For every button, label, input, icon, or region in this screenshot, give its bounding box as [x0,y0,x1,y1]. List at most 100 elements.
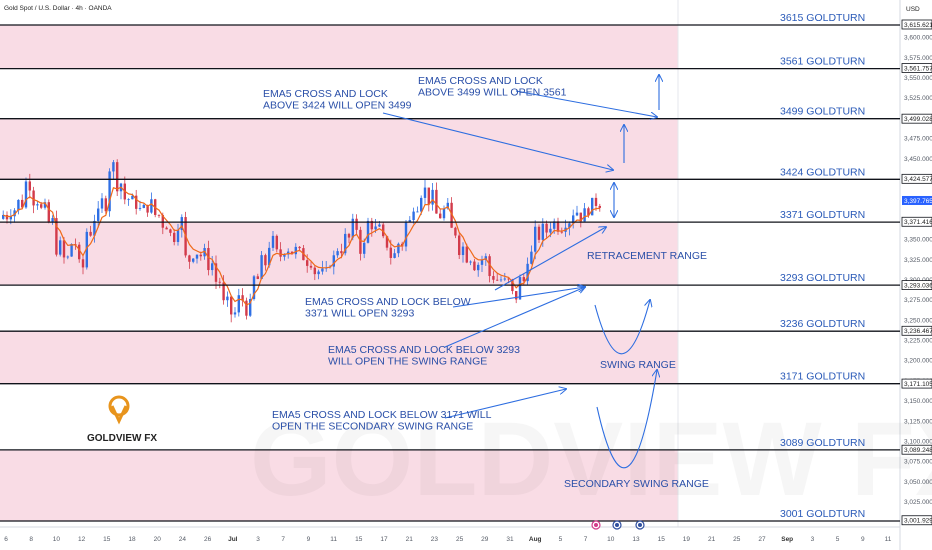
candle-body [138,207,142,209]
price-tag-box [901,280,932,290]
candle-body [442,208,446,219]
candle-body [332,255,335,267]
price-tag-box [901,63,932,73]
candle-body [454,227,457,236]
x-tick-label: 3 [811,536,815,543]
price-tag-box [901,173,932,184]
time-axis[interactable]: 6 8 10 12 15 18 20 24 26 Jul 3 7 9 11 15 17 21 23 25 29 31 Au… [0,526,900,543]
candle-body [131,195,134,200]
event-icon-dot [638,523,642,527]
candle-body [340,251,343,254]
candle-body [275,235,278,250]
y-tick-label: 3,325.000 [904,257,932,264]
y-tick-label: 3,250.000 [904,317,932,324]
zone-band-3 [0,331,678,384]
candle-body [469,261,472,263]
candle-body [264,255,267,266]
candle-body [241,295,244,301]
x-tick-label: 7 [281,536,285,543]
candle-body [507,278,510,280]
candle-body [13,210,16,217]
candle-body [70,243,73,257]
retracement-range-label: RETRACEMENT RANGE [587,250,707,262]
candle-body [366,220,370,243]
annotation-a5-line: OPEN THE SECONDARY SWING RANGE [272,421,473,433]
arrow-to-3171 [444,389,566,419]
arrows [382,75,659,469]
candle-body [135,195,138,209]
candle-body [47,202,50,223]
candle-body [161,215,164,228]
secondary-swing-range-label: SECONDARY SWING RANGE [564,478,709,490]
candle-body [598,205,601,208]
zone-band-1 [0,118,678,180]
candle-body [515,291,518,300]
x-tick-label: 9 [307,536,311,543]
ema-line [2,186,600,306]
candle-body [157,214,161,216]
annotation-a1-line: ABOVE 3424 WILL OPEN 3499 [263,100,412,112]
y-tick-label: 3,450.000 [904,156,932,163]
candle-body [492,276,495,280]
price-tag-label: 3,001.929 [904,518,932,525]
x-tick-label: 25 [456,536,464,543]
candle-body [100,198,104,209]
x-tick-label: 24 [179,536,187,543]
current-price-label: 3,397.765 [904,198,932,205]
swing-curve [594,300,650,355]
candle-body [503,278,506,280]
candle-body [245,300,248,316]
candle-body [545,223,548,233]
candle-body [237,295,240,313]
price-tag-box [901,325,932,336]
level-label-3561: 3561 GOLDTURN [780,56,865,68]
candle-body [150,199,153,213]
candle-body [458,235,461,256]
candle-body [363,242,366,254]
candle-body [116,162,119,192]
candle-body [169,229,172,233]
y-tick-label: 3,125.000 [904,418,932,425]
candle-body [393,253,396,258]
annotation-a2-line: EMA5 CROSS AND LOCK [418,75,543,87]
candle-body [268,247,271,266]
top-bar: Gold Spot / U.S. Dollar · 4h · OANDA USD [4,5,920,13]
candle-body [385,236,389,248]
y-tick-label: 3,050.000 [904,479,932,486]
annotation-a2-line: ABOVE 3499 WILL OPEN 3561 [418,87,567,99]
candle-body [81,259,85,268]
price-tag-label: 3,615.621 [904,22,932,29]
y-tick-label: 3,600.000 [904,35,932,42]
candle-body [313,267,316,275]
x-tick-label: 6 [4,536,8,543]
candle-body [195,254,199,259]
x-tick-label: 20 [154,536,162,543]
candle-body [374,226,377,230]
x-tick-label: 5 [559,536,563,543]
candle-body [477,264,480,271]
x-tick-label: 10 [53,536,61,543]
candle-body [556,221,560,232]
candle-body [298,246,301,249]
candle-body [222,282,225,301]
candle-body [397,243,400,254]
y-tick-label: 3,550.000 [904,75,932,82]
candle-body [347,233,351,238]
candle-body [127,199,130,201]
candle-body [370,220,373,230]
candle-body [28,181,31,191]
x-tick-label: 17 [380,536,388,543]
y-tick-label: 3,150.000 [904,398,932,405]
annotation-a3-line: EMA5 CROSS AND LOCK BELOW [305,296,471,308]
candle-body [112,162,115,172]
x-tick-label: 15 [103,536,111,543]
candle-body [294,246,297,255]
candle-body [480,259,484,265]
symbol-title: Gold Spot / U.S. Dollar · 4h · OANDA [4,5,112,12]
candle-body [306,260,309,266]
price-axis[interactable]: 3,600.000 3,575.000 3,550.000 3,525.000 3,47… [901,19,932,526]
candle-body [146,204,149,213]
candle-body [549,228,552,233]
